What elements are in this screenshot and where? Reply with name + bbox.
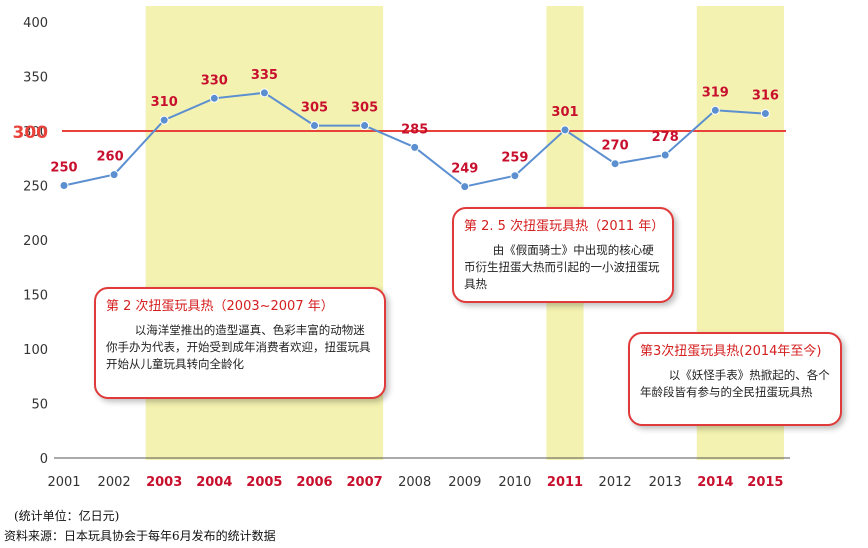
data-points	[59, 88, 770, 192]
x-tick-label-2011: 2011	[547, 475, 583, 490]
callout-boom-2-5-text: 由《假面骑士》中出现的核心硬币衍生扭蛋大热而引起的一小波扭蛋玩具热	[464, 243, 660, 291]
callout-boom-2-title: 第 2 次扭蛋玩具热（2003~2007 年）	[106, 299, 334, 314]
callout-boom-3: 第3次扭蛋玩具热(2014年至今) 以《妖怪手表》热掀起的、各个年龄段皆有参与的…	[628, 332, 842, 426]
data-point-2011	[560, 125, 570, 135]
footer-source: 资料来源：日本玩具协会于每年6月发布的统计数据	[4, 529, 276, 543]
y-tick-label-150: 150	[23, 289, 48, 304]
data-labels: 250 260 310 330 335 305 305 285 249 259 301 270 278 3…	[50, 68, 779, 177]
x-tick-label-2015: 2015	[747, 475, 783, 490]
data-point-2006	[310, 121, 319, 131]
data-point-2010	[510, 171, 520, 181]
x-tick-label-2014: 2014	[697, 475, 733, 490]
x-axis: 2001 2002 2003 2004 2005 2006 2007 2008 2009 2010…	[47, 475, 783, 490]
y-tick-label-250: 250	[23, 180, 48, 195]
callout-boom-2-text: 以海洋堂推出的造型逼真、色彩丰富的动物迷你手办为代表，开始受到成年消费者欢迎，扭…	[106, 323, 371, 371]
callout-boom-2: 第 2 次扭蛋玩具热（2003~2007 年） 以海洋堂推出的造型逼真、色彩丰富…	[94, 287, 386, 399]
callout-boom-3-title: 第3次扭蛋玩具热(2014年至今)	[640, 344, 822, 359]
data-label-2008: 285	[401, 122, 428, 137]
data-label-2003: 310	[151, 95, 178, 110]
data-point-2002	[109, 170, 119, 180]
x-tick-label-2012: 2012	[599, 475, 632, 490]
reference-line-label: 300	[13, 123, 49, 143]
data-label-2015: 316	[752, 89, 779, 104]
data-point-2009	[460, 182, 470, 192]
x-tick-label-2002: 2002	[98, 475, 131, 490]
data-label-2001: 250	[50, 161, 77, 176]
x-tick-label-2008: 2008	[398, 475, 431, 490]
data-point-2003	[159, 115, 169, 125]
x-tick-label-2005: 2005	[246, 475, 282, 490]
data-label-2013: 278	[652, 130, 679, 145]
data-point-2012	[610, 159, 620, 169]
data-label-2002: 260	[97, 150, 124, 165]
data-label-2011: 301	[551, 105, 578, 120]
data-point-2007	[360, 121, 370, 131]
x-tick-label-2009: 2009	[448, 475, 481, 490]
y-tick-label-300: 300	[23, 125, 48, 140]
data-label-2010: 259	[501, 151, 528, 166]
y-tick-label-200: 200	[23, 234, 48, 249]
data-label-2005: 335	[251, 68, 278, 83]
data-point-2015	[760, 109, 770, 119]
data-point-2005	[259, 88, 269, 98]
y-tick-label-0: 0	[40, 452, 48, 467]
callout-boom-3-text: 以《妖怪手表》热掀起的、各个年龄段皆有参与的全民扭蛋玩具热	[640, 368, 830, 399]
data-point-2001	[59, 181, 69, 190]
x-tick-label-2007: 2007	[347, 475, 383, 490]
x-tick-label-2006: 2006	[296, 475, 332, 490]
data-label-2004: 330	[201, 73, 228, 88]
x-tick-label-2001: 2001	[47, 475, 80, 490]
x-tick-label-2003: 2003	[146, 475, 182, 490]
data-label-2006: 305	[301, 101, 328, 116]
data-point-2013	[660, 150, 670, 160]
data-point-2008	[410, 142, 420, 152]
callout-boom-2-5: 第 2. 5 次扭蛋玩具热（2011 年） 由《假面骑士》中出现的核心硬币衍生扭…	[452, 207, 674, 303]
data-label-2012: 270	[602, 139, 629, 154]
callout-boom-2-5-title: 第 2. 5 次扭蛋玩具热（2011 年）	[464, 219, 665, 234]
x-tick-label-2010: 2010	[498, 475, 531, 490]
footer-unit: (统计单位：亿日元)	[14, 509, 120, 523]
y-tick-label-50: 50	[31, 398, 48, 413]
data-label-2007: 305	[351, 101, 378, 116]
y-tick-label-350: 350	[23, 71, 48, 86]
y-tick-label-100: 100	[23, 343, 48, 358]
data-point-2004	[209, 93, 219, 103]
data-point-2014	[710, 105, 720, 115]
x-tick-label-2013: 2013	[649, 475, 682, 490]
y-tick-label-400: 400	[23, 16, 48, 31]
data-label-2009: 249	[451, 162, 478, 177]
data-label-2014: 319	[702, 85, 729, 100]
x-tick-label-2004: 2004	[196, 475, 232, 490]
